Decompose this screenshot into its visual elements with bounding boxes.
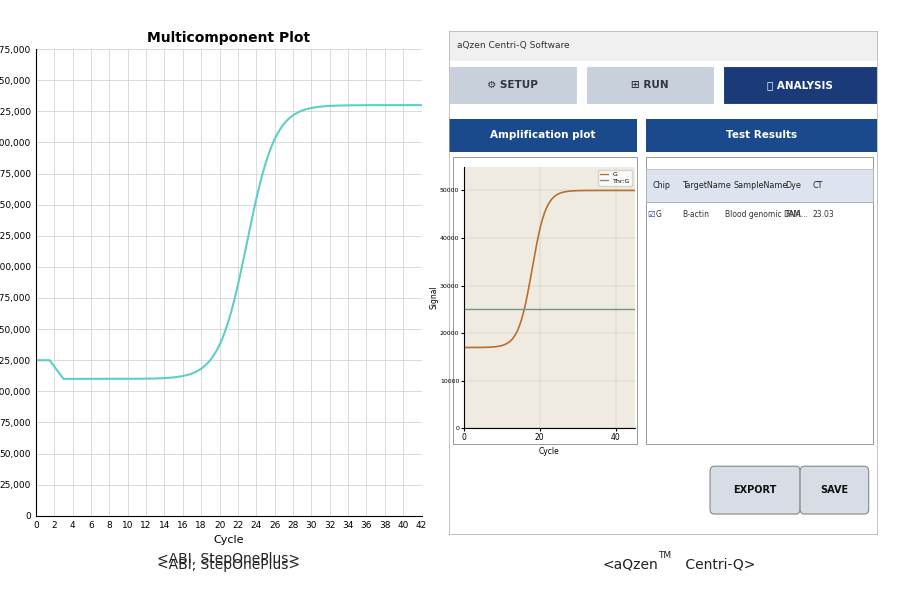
Text: SAVE: SAVE xyxy=(821,485,849,495)
Text: 🔍 ANALYSIS: 🔍 ANALYSIS xyxy=(767,80,833,90)
Text: FAM: FAM xyxy=(785,210,801,219)
Text: Blood genomic DNA...: Blood genomic DNA... xyxy=(725,210,808,219)
FancyBboxPatch shape xyxy=(710,466,800,514)
Text: aQzen Centri-Q Software: aQzen Centri-Q Software xyxy=(457,41,570,50)
Bar xyxy=(646,157,873,443)
Text: EXPORT: EXPORT xyxy=(734,485,777,495)
Text: 23.03: 23.03 xyxy=(813,210,835,219)
Bar xyxy=(453,157,637,443)
Bar xyxy=(646,169,873,202)
X-axis label: Cycle: Cycle xyxy=(213,535,244,545)
Text: CT: CT xyxy=(813,181,823,190)
X-axis label: Cycle: Cycle xyxy=(539,447,560,456)
Y-axis label: Signal: Signal xyxy=(430,286,439,309)
Bar xyxy=(448,66,577,104)
Text: TargetName: TargetName xyxy=(683,181,731,190)
Text: <aQzen: <aQzen xyxy=(603,558,658,572)
Text: SampleName: SampleName xyxy=(734,181,788,190)
FancyBboxPatch shape xyxy=(800,466,868,514)
Bar xyxy=(723,66,877,104)
Text: Centri-Q>: Centri-Q> xyxy=(681,558,755,572)
Text: Chip: Chip xyxy=(652,181,670,190)
Title: Multicomponent Plot: Multicomponent Plot xyxy=(147,31,310,45)
Bar xyxy=(448,119,637,152)
Legend: G, Thr:G: G, Thr:G xyxy=(598,169,631,185)
Bar xyxy=(646,119,877,152)
Bar xyxy=(448,31,877,61)
Text: ☑: ☑ xyxy=(647,210,655,219)
Bar xyxy=(586,66,714,104)
Text: G: G xyxy=(655,210,661,219)
Text: ⚙ SETUP: ⚙ SETUP xyxy=(487,80,538,90)
Text: Dye: Dye xyxy=(785,181,801,190)
Text: Test Results: Test Results xyxy=(726,130,797,140)
Text: B-actin: B-actin xyxy=(683,210,710,219)
Text: <ABI, StepOnePlus>: <ABI, StepOnePlus> xyxy=(157,552,300,565)
Text: ⊞ RUN: ⊞ RUN xyxy=(631,80,669,90)
Text: Amplification plot: Amplification plot xyxy=(490,130,596,140)
Text: <ABI, StepOnePlus>: <ABI, StepOnePlus> xyxy=(157,558,300,572)
Text: TM: TM xyxy=(658,551,672,560)
